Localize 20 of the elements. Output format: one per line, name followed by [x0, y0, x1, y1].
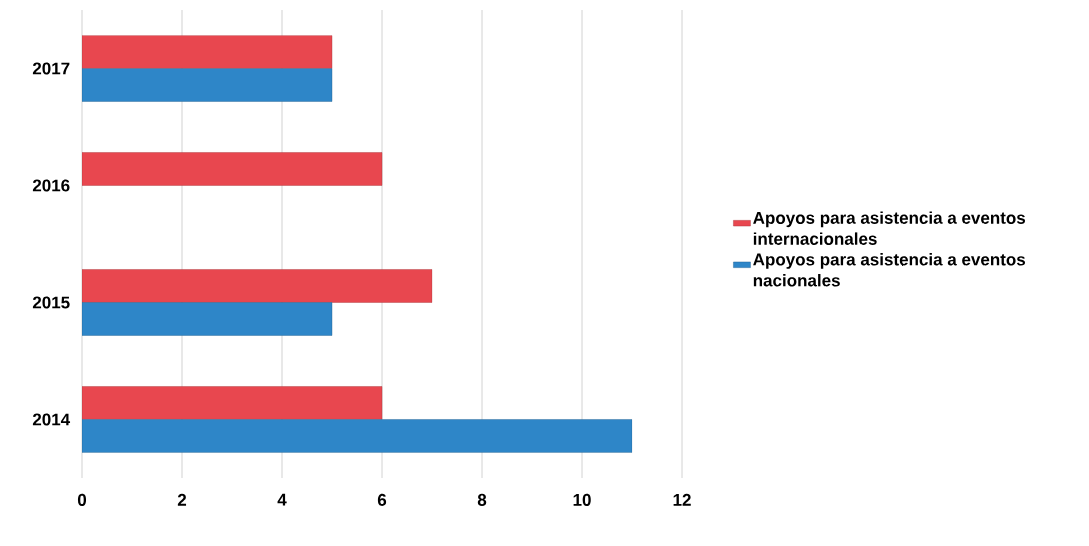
x-tick-label: 8: [477, 493, 487, 506]
x-tick-label: 10: [573, 493, 591, 506]
y-tick-label: 2014: [32, 413, 71, 426]
bar: [82, 68, 333, 102]
x-tick-label: 0: [77, 493, 87, 506]
x-tick-label: 12: [673, 493, 691, 506]
x-tick-label: 2: [177, 493, 187, 506]
x-tick-label: 6: [377, 493, 387, 506]
bar: [82, 419, 633, 453]
y-tick-label: 2016: [32, 179, 70, 192]
bar: [82, 152, 383, 186]
bar: [82, 302, 333, 336]
y-tick-label: 2015: [32, 296, 70, 309]
y-tick-label: 2017: [32, 62, 70, 75]
bar: [82, 269, 433, 303]
legend-label: Apoyos para asistencia a eventos nacionales: [753, 253, 1026, 287]
bar: [82, 386, 383, 420]
x-tick-label: 4: [277, 493, 287, 506]
legend-label: Apoyos para asistencia a eventos internacionales: [753, 211, 1026, 245]
bar: [82, 35, 333, 69]
